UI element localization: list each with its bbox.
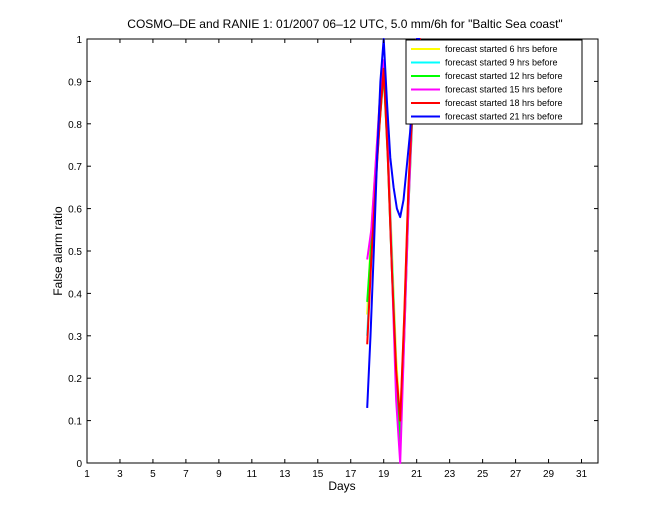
x-tick-label: 15 bbox=[312, 469, 324, 480]
x-tick-label: 1 bbox=[84, 469, 90, 480]
legend-label-4: forecast started 18 hrs before bbox=[445, 98, 563, 108]
y-tick-label: 0.2 bbox=[68, 374, 82, 385]
x-tick-label: 21 bbox=[411, 469, 423, 480]
chart-title: COSMO–DE and RANIE 1: 01/2007 06–12 UTC,… bbox=[127, 17, 562, 31]
y-tick-label: 0 bbox=[76, 459, 82, 470]
y-tick-label: 0.3 bbox=[68, 332, 82, 343]
legend-label-2: forecast started 12 hrs before bbox=[445, 71, 563, 81]
x-tick-label: 25 bbox=[477, 469, 489, 480]
x-tick-label: 29 bbox=[543, 469, 555, 480]
x-tick-label: 13 bbox=[279, 469, 291, 480]
y-tick-label: 0.7 bbox=[68, 162, 82, 173]
y-axis-label: False alarm ratio bbox=[51, 206, 65, 296]
y-axis-ticks: 0 0.1 0.2 0.3 0.4 0.5 0.6 0.7 0.8 0.9 1 bbox=[68, 35, 598, 470]
legend-label-0: forecast started 6 hrs before bbox=[445, 44, 558, 54]
y-tick-label: 0.9 bbox=[68, 77, 82, 88]
x-tick-label: 3 bbox=[117, 469, 123, 480]
y-tick-label: 0.6 bbox=[68, 205, 82, 216]
y-tick-label: 0.5 bbox=[68, 247, 82, 258]
legend-label-5: forecast started 21 hrs before bbox=[445, 112, 563, 122]
y-tick-label: 0.4 bbox=[68, 289, 82, 300]
x-tick-label: 23 bbox=[444, 469, 456, 480]
legend-items: forecast started 6 hrs before forecast st… bbox=[411, 44, 563, 122]
x-tick-label: 19 bbox=[378, 469, 390, 480]
x-tick-label: 9 bbox=[216, 469, 222, 480]
legend-box bbox=[405, 39, 583, 125]
y-tick-label: 0.1 bbox=[68, 417, 82, 428]
x-tick-label: 31 bbox=[576, 469, 588, 480]
x-tick-label: 27 bbox=[510, 469, 522, 480]
legend: forecast started 6 hrs before forecast st… bbox=[405, 39, 583, 125]
legend-label-3: forecast started 15 hrs before bbox=[445, 85, 563, 95]
y-tick-label: 0.8 bbox=[68, 120, 82, 131]
x-axis-ticks: 1 3 5 7 9 11 13 15 17 19 21 23 25 27 29 31 bbox=[84, 39, 588, 480]
x-tick-label: 7 bbox=[183, 469, 189, 480]
x-tick-label: 17 bbox=[345, 469, 357, 480]
x-tick-label: 11 bbox=[247, 469, 258, 480]
legend-label-1: forecast started 9 hrs before bbox=[445, 58, 558, 68]
y-tick-label: 1 bbox=[76, 35, 82, 46]
x-tick-label: 5 bbox=[150, 469, 156, 480]
x-axis-label: Days bbox=[328, 479, 355, 493]
